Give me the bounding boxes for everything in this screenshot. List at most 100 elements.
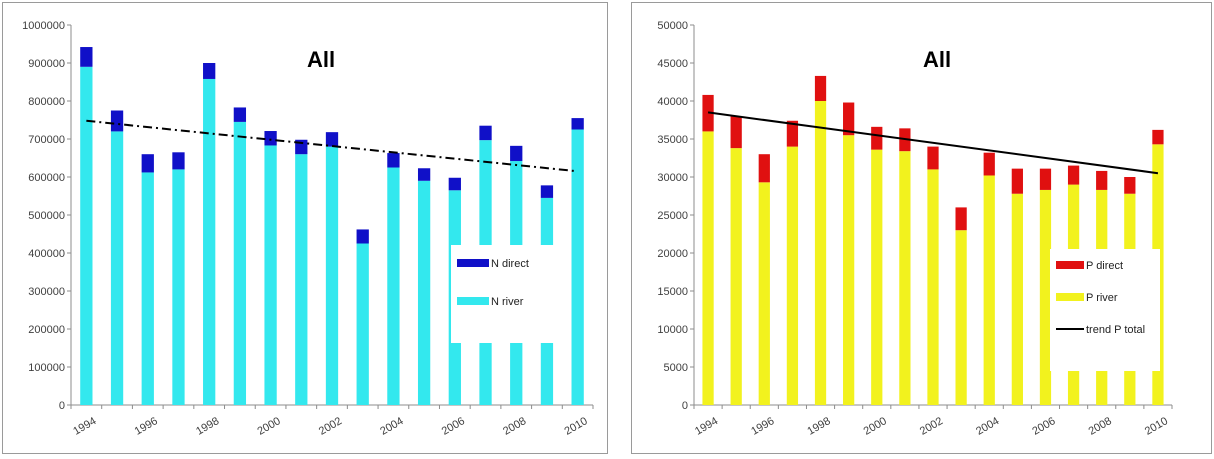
y-tick-label: 30000 [657,172,688,184]
bar-p-direct-1996 [758,154,770,183]
x-tick-label: 2002 [918,415,945,438]
p-load-chart-panel: 0 5000 10000 15000 20000 25000 30000 35000 40000… [631,2,1212,454]
legend-label-trend-p-total: trend P total [1086,324,1145,336]
bar-n-direct-1998 [203,63,216,79]
y-tick-label: 100000 [28,362,65,374]
n-load-chart-panel: 0 100000 200000 300000 400000 500000 600000 700… [2,2,608,454]
bar-n-river-2003 [356,243,369,405]
bar-n-direct-1995 [110,110,124,132]
bar-p-direct-1999 [843,102,855,136]
y-tick-label: 50000 [657,20,688,32]
bar-n-direct-2010 [571,118,584,130]
y-tick-label: 300000 [28,286,65,298]
x-tick-label: 2008 [501,415,528,438]
bar-p-direct-2005 [1011,168,1023,194]
legend-swatch-n-direct [457,259,489,267]
y-tick-label: 5000 [664,362,688,374]
x-tick-label: 2002 [317,415,344,438]
x-tick-label: 1998 [194,415,221,438]
x-tick-label: 2000 [862,415,889,438]
x-tick-label: 2004 [378,415,405,438]
y-tick-label: 800000 [28,96,65,108]
bar-n-direct-2006 [448,177,461,191]
y-tick-label: 700000 [28,134,65,146]
y-tick-label: 45000 [657,58,688,70]
y-tick-label: 15000 [657,286,688,298]
bar-p-river-2002 [927,169,939,405]
bar-p-river-2003 [955,230,967,405]
legend-swatch-p-direct [1056,261,1084,269]
n-load-chart: 0 100000 200000 300000 400000 500000 600000 700… [22,20,594,438]
bar-n-direct-2002 [325,132,339,147]
bar-n-direct-2004 [387,153,400,168]
bar-p-direct-2002 [927,146,939,170]
bar-n-direct-1999 [233,107,247,122]
bar-n-river-1995 [110,131,124,405]
bar-p-river-1994 [702,131,714,405]
bar-p-direct-2003 [955,207,967,231]
bar-n-direct-2008 [510,145,523,162]
y-tick-label: 500000 [28,210,65,222]
bar-p-river-2005 [1011,193,1023,405]
x-tick-label: 2004 [974,415,1001,438]
y-tick-label: 900000 [28,58,65,70]
bar-n-river-2010 [571,129,584,405]
y-tick-label: 0 [59,400,65,412]
bar-p-direct-2006 [1039,168,1052,190]
bar-n-river-2004 [387,167,400,405]
x-tick-label: 1996 [749,415,776,438]
legend-box [1050,249,1160,371]
bar-p-river-2006 [1039,189,1052,405]
legend-swatch-n-river [457,297,489,305]
x-tick-label: 1998 [805,415,832,438]
bar-p-direct-2000 [871,126,883,150]
x-tick-label: 2010 [563,415,590,438]
bar-p-river-2004 [983,175,995,405]
p-load-chart: 0 5000 10000 15000 20000 25000 30000 35000 40000… [657,20,1173,438]
bar-p-direct-2008 [1096,170,1108,190]
bar-n-direct-1997 [172,152,185,170]
y-tick-label: 10000 [657,324,688,336]
x-tick-label: 2008 [1087,415,1114,438]
bar-n-river-1994 [80,66,93,406]
legend-swatch-p-river [1056,293,1084,301]
x-tick-label: 2000 [255,415,282,438]
bar-p-direct-1997 [786,120,799,147]
y-tick-label: 20000 [657,248,688,260]
y-tick-label: 0 [682,400,688,412]
y-tick-label: 1000000 [22,20,65,32]
trend-line [707,111,1159,175]
x-tick-label: 2006 [1030,415,1057,438]
bar-p-direct-2007 [1067,165,1080,185]
bar-n-direct-2005 [417,168,431,181]
bar-n-direct-2003 [356,229,369,244]
chart-title: All [307,47,335,72]
x-tick-label: 2010 [1143,415,1170,438]
bar-p-river-1998 [814,101,827,405]
y-tick-label: 35000 [657,134,688,146]
bar-n-river-1997 [172,169,185,405]
bar-p-direct-2004 [983,152,995,176]
bar-n-direct-1994 [80,47,93,67]
bar-n-river-2000 [264,145,277,405]
y-tick-label: 200000 [28,324,65,336]
x-tick-label: 1996 [133,415,160,438]
bar-n-river-1999 [233,121,247,406]
bar-n-direct-2009 [540,185,554,198]
bar-p-river-1995 [730,148,742,405]
bar-p-river-1997 [786,146,799,405]
bar-p-direct-2009 [1124,177,1136,194]
bar-n-river-2001 [295,154,308,405]
bar-n-river-2005 [417,180,431,405]
x-tick-label: 1994 [71,415,98,438]
x-tick-label: 1994 [693,415,720,438]
legend-label-n-direct: N direct [491,258,529,270]
y-tick-label: 40000 [657,96,688,108]
y-tick-label: 25000 [657,210,688,222]
y-tick-label: 600000 [28,172,65,184]
bar-n-direct-2000 [264,131,277,146]
bar-p-river-2001 [899,151,911,405]
bar-n-direct-1996 [141,154,154,173]
bar-n-river-1998 [203,78,216,406]
bar-p-river-2000 [871,149,883,405]
